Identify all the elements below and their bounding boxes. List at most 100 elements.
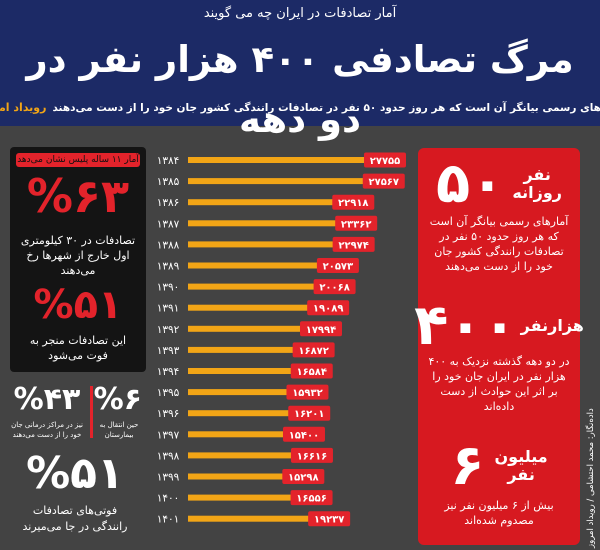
value-label-box <box>307 300 350 316</box>
stat-text: نیز در مراکز درمانی جان خود را از دست می… <box>11 421 83 439</box>
units: نفر روزانه <box>512 166 562 202</box>
category-label: ۱۳۸۸ <box>157 239 180 251</box>
stat: %۵۱ <box>26 448 124 499</box>
category-label: ۱۳۹۸ <box>157 450 180 462</box>
value-label-box <box>308 511 351 527</box>
value-label: ۱۷۹۹۴ <box>306 325 337 336</box>
value-label-box <box>362 173 405 189</box>
stat-text: حین انتقال به بیمارستان <box>99 421 139 439</box>
category-label: ۱۳۸۴ <box>157 155 180 167</box>
bar <box>188 304 314 311</box>
value-label-box <box>286 384 329 400</box>
bar <box>188 431 289 438</box>
category-label: ۱۳۹۲ <box>157 324 180 336</box>
bar <box>188 389 293 396</box>
bar <box>188 473 289 480</box>
left-panel: آمار ۱۱ ساله پلیس نشان می‌دهد %۶۳ تصادفا… <box>10 147 146 372</box>
bar <box>188 494 297 501</box>
header: آمار تصادفات در ایران چه می گویند مرگ تص… <box>0 0 600 141</box>
value-label: ۲۳۳۶۲ <box>341 219 372 230</box>
value-label: ۱۶۵۵۶ <box>296 494 327 505</box>
unit: هزارنفر <box>520 316 584 335</box>
category-label: ۱۳۸۶ <box>157 197 180 209</box>
value-label: ۱۶۲۰۱ <box>294 409 325 420</box>
stat-text: آمارهای رسمی بیانگر آن است که هر روز حدو… <box>429 215 569 273</box>
category-label: ۱۳۹۱ <box>157 303 180 315</box>
value-label-box <box>282 426 325 442</box>
value-label: ۱۹۰۸۹ <box>313 304 344 315</box>
bar <box>188 241 339 248</box>
units: میلیون نفر <box>495 448 548 484</box>
value-label: ۱۶۵۸۴ <box>296 367 327 378</box>
value-label-box <box>290 490 333 506</box>
unit: روزانه <box>512 183 562 202</box>
bar <box>188 325 306 332</box>
value-label: ۲۰۰۶۸ <box>319 283 350 294</box>
value-label: ۱۶۸۷۲ <box>298 346 329 357</box>
category-label: ۱۳۸۹ <box>157 261 180 273</box>
stat-text: تصادفات در ۳۰ کیلومتری اول خارج از شهرها… <box>20 234 136 277</box>
stat: %۴۳ <box>13 382 81 417</box>
right-panel: نفر روزانه ۵۰ آمارهای رسمی بیانگر آن است… <box>414 148 584 545</box>
headline: مرگ تصادفی ۴۰۰ هزار نفر در دو دهه <box>26 38 574 141</box>
category-label: ۱۳۸۵ <box>157 176 180 188</box>
logo: رویداد امروز <box>0 101 47 114</box>
bar <box>188 368 297 374</box>
bar <box>188 346 299 353</box>
category-label: ۱۳۹۰ <box>157 282 180 294</box>
bar <box>188 283 320 290</box>
stat-text: این تصادفات منجر به فوت می‌شود <box>29 334 127 362</box>
separator <box>90 386 93 438</box>
category-label: ۱۴۰۰ <box>157 493 180 505</box>
value-label: ۱۶۶۱۶ <box>297 451 328 462</box>
bar <box>188 262 323 269</box>
big-number: ۴۰۰ <box>414 293 517 358</box>
value-label-box <box>335 215 378 231</box>
value-label-box <box>288 405 331 421</box>
value-label-box <box>332 236 375 252</box>
stat-block: میلیون نفر ۶ <box>426 438 572 494</box>
unit: میلیون <box>494 447 548 466</box>
value-label: ۱۹۲۳۷ <box>314 515 345 526</box>
stat: %۵۱ <box>33 282 123 328</box>
bar <box>188 220 342 227</box>
category-label: ۱۳۹۷ <box>157 429 180 441</box>
stat: %۶۳ <box>26 169 130 223</box>
big-number: ۶ <box>450 433 485 498</box>
value-label-box <box>290 447 333 463</box>
bar <box>188 515 315 522</box>
value-label: ۱۵۴۰۰ <box>289 430 320 441</box>
value-label: ۲۲۹۷۴ <box>338 240 369 251</box>
bar <box>188 199 339 206</box>
big-number: ۵۰ <box>436 151 505 216</box>
category-label: ۱۳۸۷ <box>157 218 180 230</box>
value-label: ۱۵۲۹۸ <box>288 473 319 484</box>
stat-text: در دو دهه گذشته نزدیک به ۴۰۰ هزار نفر در… <box>428 355 570 413</box>
unit: نفر <box>523 165 551 184</box>
stat-text: فوتی‌های تصادفات رانندگی در جا می‌میرند <box>22 504 128 533</box>
stat-text: بیش از ۶ میلیون نفر نیز مصدوم شده‌اند <box>444 499 554 527</box>
value-label: ۲۷۷۵۵ <box>370 156 401 167</box>
category-label: ۱۳۹۳ <box>157 345 180 357</box>
bar <box>188 410 295 417</box>
value-label-box <box>332 194 375 210</box>
bar <box>188 452 297 459</box>
category-label: ۱۳۹۹ <box>157 472 180 484</box>
value-label-box <box>364 152 406 168</box>
value-label: ۲۰۵۷۳ <box>323 262 354 273</box>
kicker: آمار تصادفات در ایران چه می گویند <box>203 6 397 21</box>
category-label: ۱۳۹۴ <box>157 366 180 378</box>
chart: ۱۳۸۴ ۲۷۷۵۵ ۱۳۸۵ ۲۷۵۶۷ ۱۳۸۶ ۲۲۹۱۸ ۱۳۸۷ ۲۳۳۶۲ ۱۳۸۸… <box>157 152 406 527</box>
subtitle-row: آمارهای رسمی بیانگر آن است که هر روز حدو… <box>0 101 600 114</box>
category-label: ۱۴۰۱ <box>157 514 180 526</box>
stat-block: هزارنفر ۴۰۰ <box>414 298 584 354</box>
category-label: ۱۳۹۶ <box>157 408 180 420</box>
value-label-box <box>316 258 359 273</box>
stat-block: نفر روزانه ۵۰ <box>426 156 572 212</box>
value-label: ۲۲۹۱۸ <box>338 198 369 209</box>
credit: داده‌نگار: محمد احتشامی / رویداد امروز <box>586 408 596 548</box>
unit: نفر <box>507 465 535 484</box>
panel-tab: آمار ۱۱ ساله پلیس نشان می‌دهد <box>16 153 140 167</box>
value-label: ۲۷۵۶۷ <box>369 177 400 188</box>
